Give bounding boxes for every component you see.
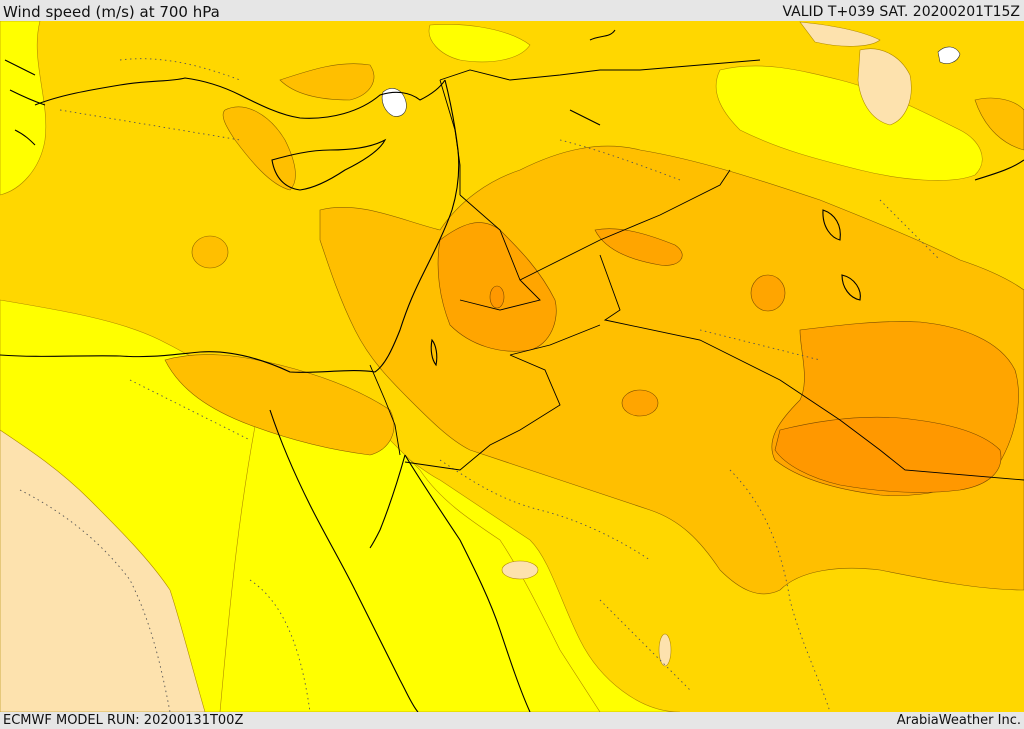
weather-map[interactable]: [0, 21, 1024, 712]
wind-speed-map-svg: [0, 21, 1024, 712]
wind-field-very-light-spot: [501, 560, 539, 580]
wind-field-very-light-northeast: [857, 48, 912, 126]
wind-field-very-light-spot-2: [658, 633, 672, 667]
wind-field-stronger-mid: [594, 228, 683, 266]
isotach-dotted-lines: [19, 58, 941, 712]
credit-label: ArabiaWeather Inc.: [896, 713, 1021, 728]
calm-spot-east: [937, 46, 961, 64]
wind-field-strong-east: [974, 97, 1024, 151]
wind-field-strong-cyprus: [222, 106, 296, 191]
calm-spot-west: [381, 88, 407, 117]
political-borders: [369, 59, 1024, 481]
wind-field-stronger-spot-2: [621, 389, 659, 417]
wind-field-stronger-spot: [750, 274, 786, 312]
map-title: Wind speed (m/s) at 700 hPa: [3, 3, 220, 21]
valid-time: VALID T+039 SAT. 20200201T15Z: [782, 4, 1020, 20]
wind-field-light-northwest: [0, 21, 47, 196]
wind-field-light-north: [428, 24, 531, 63]
coastlines: [0, 29, 1024, 712]
footer-bar: ECMWF MODEL RUN: 20200131T00Z ArabiaWeat…: [0, 712, 1024, 729]
wind-field-light-caspian: [715, 65, 983, 181]
wind-field-very-light-southwest: [0, 429, 206, 712]
wind-field-strong-north: [279, 63, 375, 101]
model-run-label: ECMWF MODEL RUN: 20200131T00Z: [3, 713, 244, 728]
wind-field-very-light-east: [799, 21, 881, 47]
header-bar: Wind speed (m/s) at 700 hPa VALID T+039 …: [0, 0, 1024, 21]
wind-field-stronger-spot-3: [489, 285, 505, 309]
wind-field-strong-spot: [191, 235, 229, 269]
